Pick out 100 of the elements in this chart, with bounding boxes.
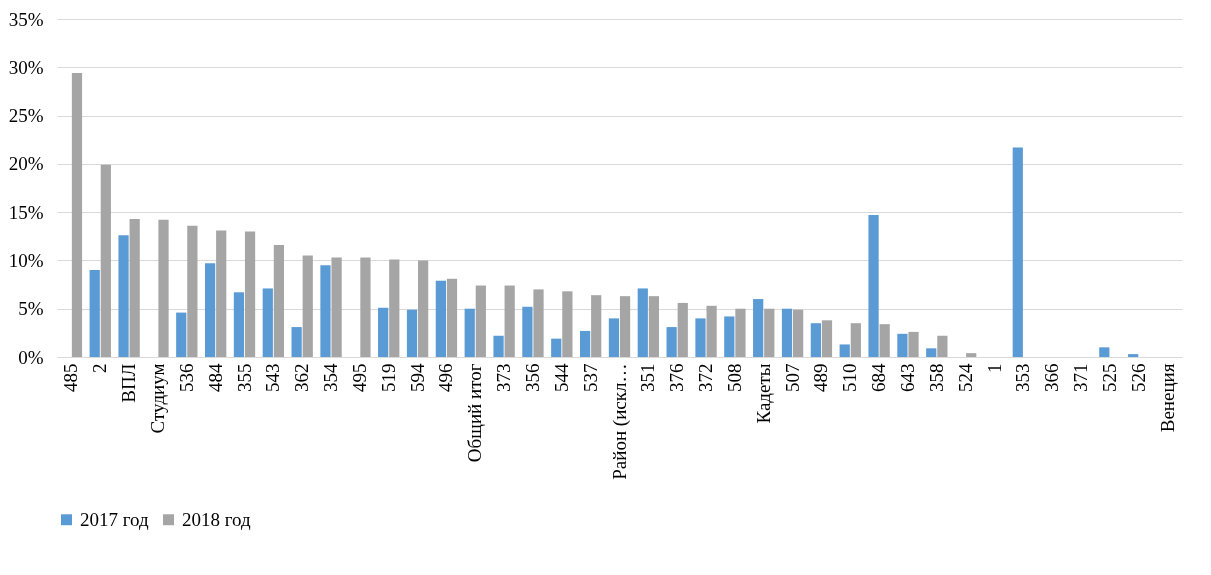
bar <box>879 324 890 357</box>
x-tick-label: 362 <box>291 363 313 392</box>
bar <box>273 244 285 357</box>
bar <box>406 309 418 357</box>
bar <box>551 338 562 357</box>
bar <box>378 307 389 357</box>
bar <box>764 308 775 357</box>
x-tick-label: 684 <box>868 363 890 392</box>
y-tick-label: 25% <box>8 105 44 127</box>
bar <box>233 292 245 357</box>
bar <box>475 285 486 357</box>
x-tick-label: 356 <box>521 363 543 392</box>
bar <box>821 320 833 357</box>
bar <box>677 302 688 357</box>
bar <box>926 348 937 357</box>
x-tick-label: 524 <box>954 363 976 392</box>
x-tick-label: 536 <box>175 363 197 392</box>
bar <box>781 308 793 357</box>
bar <box>706 305 717 357</box>
x-tick-label: 496 <box>435 363 457 392</box>
x-tick-label: ВПЛ <box>118 363 140 403</box>
bar <box>937 335 948 357</box>
y-tick-label: 5% <box>18 298 44 320</box>
x-tick-label: 525 <box>1098 363 1120 392</box>
bar <box>100 164 111 357</box>
bar <box>608 318 620 357</box>
bar <box>446 278 458 357</box>
bar <box>389 259 400 357</box>
bar <box>1012 147 1023 357</box>
bar <box>793 309 804 357</box>
bar <box>204 263 216 357</box>
x-tick-label: 2 <box>89 363 111 373</box>
bar <box>666 327 677 357</box>
bar <box>648 296 660 357</box>
x-tick-label: 373 <box>493 363 515 392</box>
bar <box>71 73 83 357</box>
x-tick-label: 594 <box>406 363 428 392</box>
x-tick-label: 526 <box>1127 363 1149 392</box>
bar <box>302 255 313 357</box>
y-tick-label: 20% <box>8 153 44 175</box>
x-tick-label: 484 <box>204 363 226 392</box>
bar <box>216 230 227 357</box>
x-tick-label: 371 <box>1070 363 1092 392</box>
x-tick-label: 355 <box>233 363 255 392</box>
bar <box>291 327 302 357</box>
bar <box>360 257 371 357</box>
bar <box>897 333 908 357</box>
y-tick-label: 35% <box>8 8 44 30</box>
legend-label: 2017 год <box>80 508 150 530</box>
x-tick-label: Студиум <box>146 363 168 434</box>
x-tick-label: Венеция <box>1156 363 1178 433</box>
bar <box>562 291 573 357</box>
bar <box>464 308 475 357</box>
bar <box>89 270 100 357</box>
bar <box>435 280 446 357</box>
bar <box>695 318 706 357</box>
y-tick-label: 0% <box>18 346 44 368</box>
bar <box>187 225 198 357</box>
bar <box>262 288 273 357</box>
bar <box>850 323 861 357</box>
bar <box>868 215 879 357</box>
x-tick-label: 351 <box>637 363 659 392</box>
x-tick-label: 510 <box>839 363 861 392</box>
x-tick-label: Район (искл… <box>608 363 631 480</box>
x-tick-label: 358 <box>925 363 947 392</box>
bar <box>637 288 648 357</box>
bar <box>753 299 764 357</box>
bar <box>1099 347 1110 357</box>
x-tick-label: 543 <box>262 363 284 392</box>
x-tick-label: 643 <box>896 363 918 392</box>
x-tick-label: 366 <box>1041 363 1063 392</box>
bar <box>591 295 602 357</box>
bar <box>118 235 129 357</box>
bar <box>158 219 169 357</box>
legend-label: 2018 год <box>182 508 252 530</box>
x-tick-label: 354 <box>320 363 342 392</box>
x-tick-label: 485 <box>60 363 82 392</box>
x-tick-label: Кадеты <box>752 363 774 424</box>
bar <box>724 316 735 357</box>
x-tick-label: 495 <box>348 363 370 392</box>
y-tick-label: 15% <box>8 201 44 223</box>
bar <box>533 289 544 357</box>
bar <box>579 330 591 357</box>
x-tick-label: 1 <box>983 363 1005 373</box>
bar <box>1128 354 1139 357</box>
x-tick-label: 376 <box>666 363 688 392</box>
bar <box>129 218 140 357</box>
x-tick-label: 519 <box>377 363 399 392</box>
bar <box>331 257 342 357</box>
bar <box>176 312 187 357</box>
bar <box>504 285 515 357</box>
x-tick-label: 372 <box>695 363 717 392</box>
bar <box>320 265 331 357</box>
x-tick-label: 507 <box>781 363 803 392</box>
bar <box>619 296 631 357</box>
x-tick-label: 353 <box>1012 363 1034 392</box>
bar <box>839 344 850 357</box>
bar <box>522 306 533 357</box>
bar <box>735 308 746 357</box>
x-tick-label: 508 <box>723 363 745 392</box>
